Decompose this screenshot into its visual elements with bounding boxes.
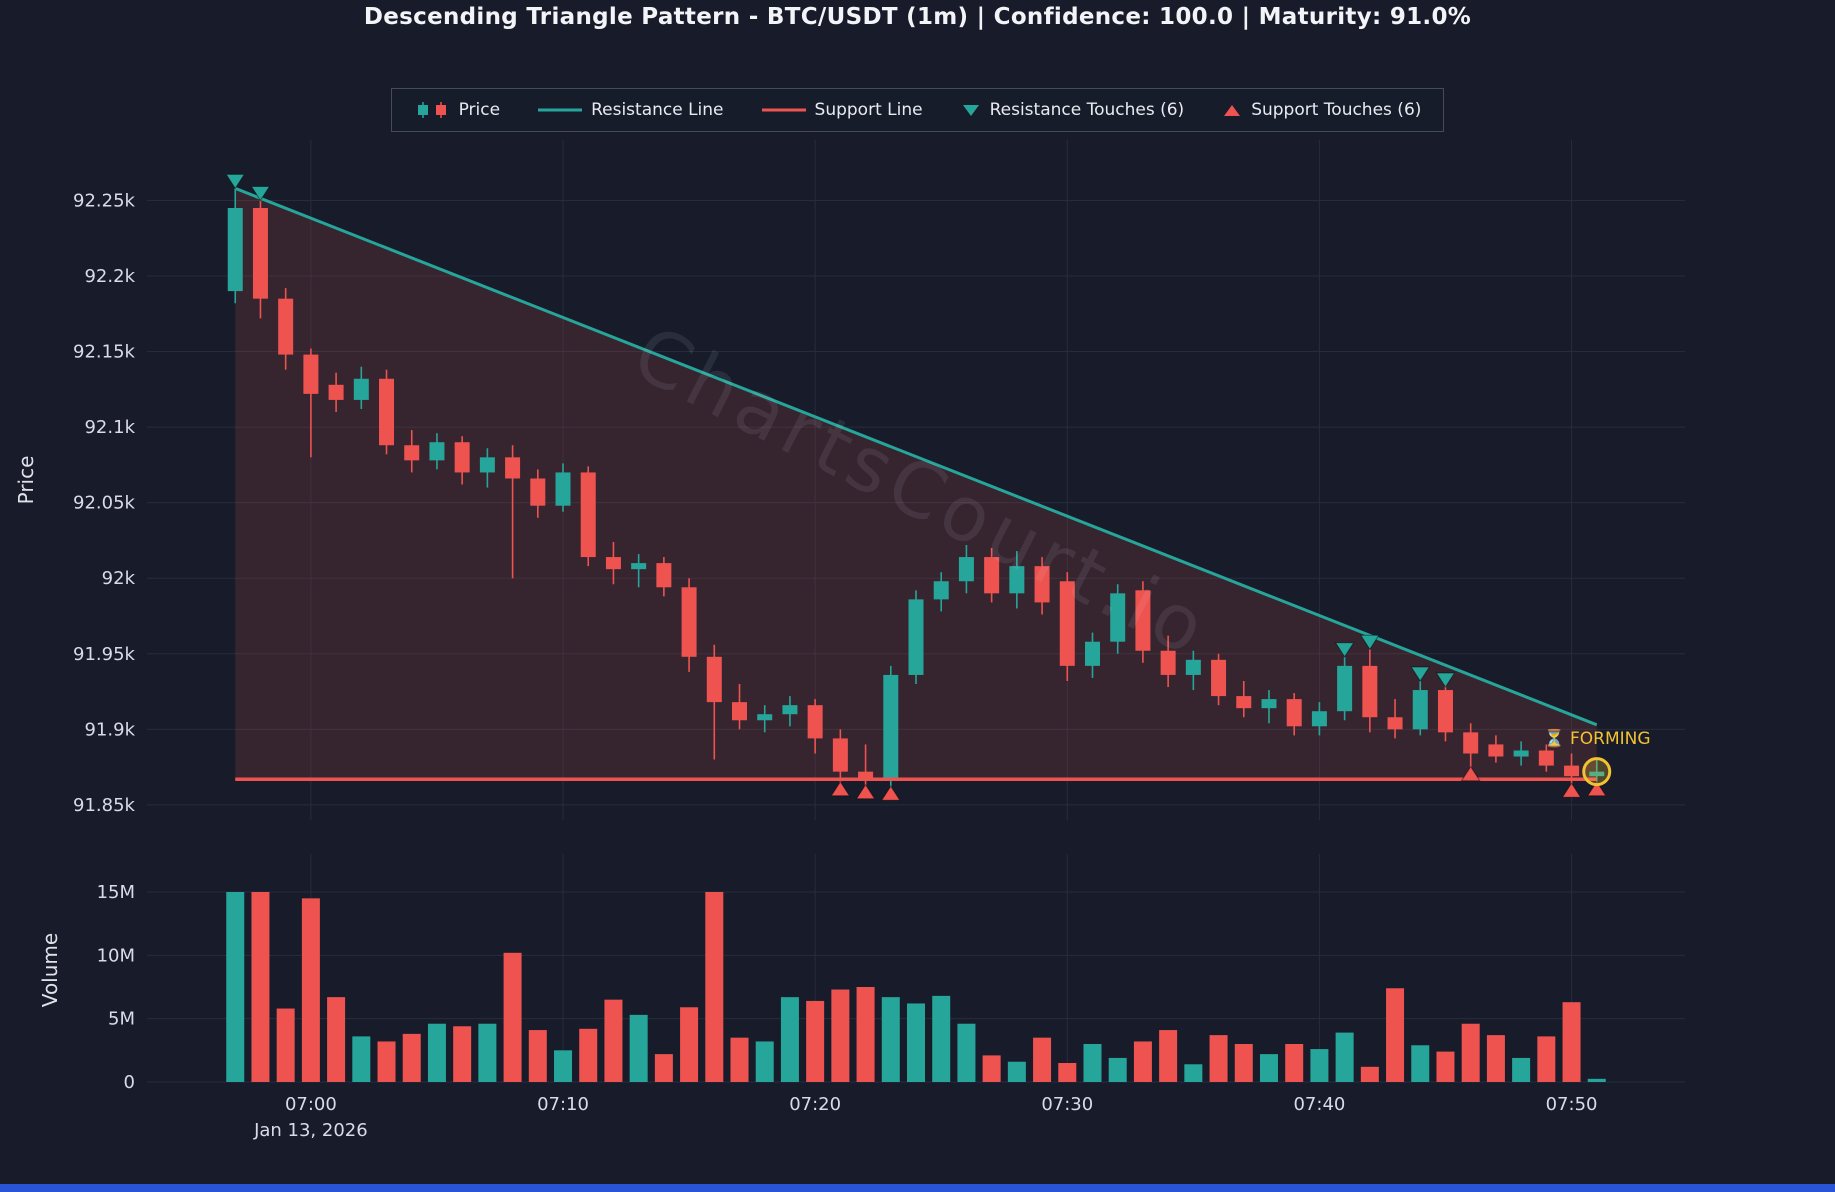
candles-layer: [227, 188, 1605, 789]
legend-item-support-touches[interactable]: Support Touches (6): [1222, 100, 1421, 120]
legend-item-support-line[interactable]: Support Line: [761, 100, 923, 120]
legend-label-resistance-line: Resistance Line: [591, 100, 724, 120]
svg-text:92.2k: 92.2k: [84, 266, 135, 287]
legend: Price Resistance Line Support Line Resis…: [0, 88, 1835, 132]
forming-marker: [1582, 757, 1612, 787]
svg-text:07:50: 07:50: [1546, 1094, 1598, 1115]
chart-title: Descending Triangle Pattern - BTC/USDT (…: [363, 4, 1472, 30]
chart-layers: 07:00 07:10 07:20 07:30 07:40 07:50 92.25k 92.2…: [73, 140, 1685, 1141]
svg-text:91.95k: 91.95k: [73, 644, 136, 665]
svg-text:92.25k: 92.25k: [73, 190, 136, 211]
svg-text:91.9k: 91.9k: [84, 719, 135, 740]
resistance-touch-legend-icon: [962, 105, 979, 116]
svg-text:92.05k: 92.05k: [73, 493, 136, 514]
pattern-fill: [235, 188, 1597, 780]
svg-text:07:10: 07:10: [537, 1094, 589, 1115]
svg-text:91.85k: 91.85k: [73, 795, 136, 816]
forming-label: ⏳ FORMING: [1543, 728, 1650, 749]
svg-text:10M: 10M: [97, 945, 135, 966]
svg-text:07:40: 07:40: [1293, 1094, 1345, 1115]
svg-text:15M: 15M: [97, 882, 135, 903]
svg-text:07:00: 07:00: [285, 1094, 337, 1115]
legend-label-support-line: Support Line: [814, 100, 923, 120]
volume-axis-label: Volume: [38, 933, 62, 1007]
candlestick-legend-icon: [417, 102, 446, 118]
legend-item-price[interactable]: Price: [414, 100, 500, 120]
legend-label-resistance-touches: Resistance Touches (6): [989, 100, 1185, 120]
price-axis-label: Price: [14, 456, 38, 505]
bottom-accent-bar: [0, 1184, 1835, 1192]
legend-label-price: Price: [458, 100, 501, 120]
touch-markers-layer: [225, 173, 1607, 801]
svg-text:92k: 92k: [102, 568, 136, 589]
legend-box: Price Resistance Line Support Line Resis…: [390, 88, 1445, 132]
support-line-legend-icon: [761, 108, 806, 112]
svg-text:0: 0: [124, 1072, 135, 1093]
svg-text:07:30: 07:30: [1041, 1094, 1093, 1115]
resistance-line-legend-icon: [538, 108, 583, 112]
svg-text:Jan 13, 2026: Jan 13, 2026: [253, 1120, 368, 1141]
svg-text:92.1k: 92.1k: [84, 417, 135, 438]
legend-item-resistance-touches[interactable]: Resistance Touches (6): [961, 100, 1185, 120]
svg-text:07:20: 07:20: [789, 1094, 841, 1115]
volume-bars-layer: [226, 892, 1606, 1082]
legend-label-support-touches: Support Touches (6): [1251, 100, 1422, 120]
legend-item-resistance-line[interactable]: Resistance Line: [538, 100, 724, 120]
svg-text:92.15k: 92.15k: [73, 342, 136, 363]
svg-text:5M: 5M: [108, 1009, 135, 1030]
support-touch-legend-icon: [1224, 105, 1241, 116]
